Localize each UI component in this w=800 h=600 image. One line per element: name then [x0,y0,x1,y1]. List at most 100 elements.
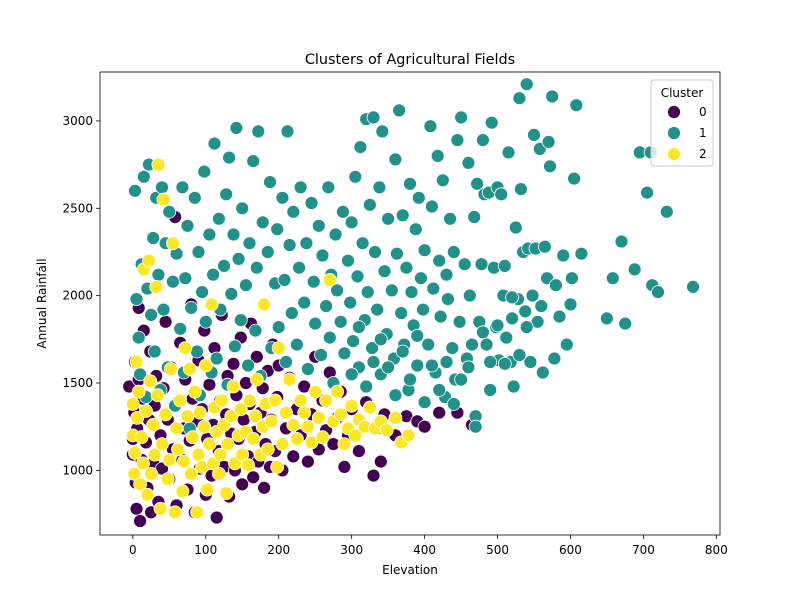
data-point-cluster-1 [271,320,286,335]
data-point-cluster-1 [519,320,534,335]
data-point-cluster-1 [499,330,514,345]
data-point-cluster-1 [518,304,533,319]
data-point-cluster-2 [211,466,226,481]
data-point-cluster-1 [202,227,217,242]
data-point-cluster-0 [158,314,173,329]
data-point-cluster-1 [282,238,297,252]
data-point-cluster-1 [416,302,431,317]
data-point-cluster-1 [233,313,248,328]
data-point-cluster-2 [362,400,377,415]
data-point-cluster-1 [618,316,633,331]
data-point-cluster-1 [484,115,499,130]
data-point-cluster-1 [360,285,375,300]
data-point-cluster-1 [289,337,304,352]
data-point-cluster-2 [192,405,207,420]
data-point-cluster-1 [483,355,498,369]
y-axis: 1000 1500 2000 2500 3000 [62,114,100,477]
data-point-cluster-2 [270,459,285,474]
data-point-cluster-1 [614,234,629,249]
data-point-cluster-2 [176,454,191,469]
data-point-cluster-2 [333,407,348,422]
data-point-cluster-1 [640,185,654,200]
data-point-cluster-2 [235,447,250,462]
data-point-cluster-1 [523,355,538,369]
data-point-cluster-2 [143,374,158,389]
data-point-cluster-0 [246,470,261,485]
data-point-cluster-1 [497,356,512,371]
data-point-cluster-1 [321,180,336,195]
data-point-cluster-1 [545,89,560,104]
data-point-cluster-1 [467,210,482,224]
data-point-cluster-2 [249,372,264,387]
data-point-cluster-1 [238,278,253,293]
data-point-cluster-1 [219,187,234,202]
data-point-cluster-2 [379,423,394,438]
data-point-cluster-2 [242,393,257,408]
data-point-cluster-1 [162,204,177,219]
data-point-cluster-1 [474,257,489,272]
data-point-cluster-0 [202,377,217,392]
data-point-cluster-2 [348,428,363,443]
data-point-cluster-1 [359,379,374,394]
data-point-cluster-2 [187,384,202,399]
data-point-cluster-2 [127,466,142,481]
data-point-cluster-2 [151,157,166,172]
data-point-cluster-1 [330,283,345,298]
data-point-cluster-2 [268,393,283,408]
data-point-cluster-1 [552,309,567,324]
data-point-cluster-1 [297,295,312,310]
data-point-cluster-1 [248,323,263,338]
data-point-cluster-1 [263,175,277,190]
data-point-cluster-1 [197,164,212,179]
data-point-cluster-1 [465,337,479,352]
data-point-cluster-2 [311,410,326,425]
data-point-cluster-1 [286,204,301,219]
data-point-cluster-2 [246,431,261,446]
data-point-cluster-2 [133,477,148,492]
data-point-cluster-1 [417,395,432,410]
data-point-cluster-1 [435,173,450,188]
data-point-cluster-2 [198,358,213,373]
data-point-cluster-1 [452,314,467,329]
data-point-cluster-2 [160,472,175,487]
data-point-cluster-1 [403,372,417,387]
data-point-cluster-1 [462,288,477,303]
data-point-cluster-2 [136,456,150,471]
x-tick-label: 700 [632,543,655,557]
data-point-cluster-1 [475,325,490,340]
data-point-cluster-1 [280,124,295,139]
data-point-cluster-2 [226,379,241,394]
data-point-cluster-1 [277,272,292,287]
data-point-cluster-2 [322,272,337,287]
data-point-cluster-1 [187,190,202,205]
data-point-cluster-1 [311,218,326,233]
data-point-cluster-1 [439,355,454,369]
data-point-cluster-1 [151,267,166,282]
data-point-cluster-1 [226,227,241,242]
data-point-cluster-1 [388,152,403,167]
data-point-cluster-1 [501,145,516,160]
data-point-cluster-1 [446,397,461,411]
points-layer [122,77,700,528]
legend-marker-cluster-0 [667,105,681,119]
data-point-cluster-1 [403,176,417,191]
data-point-cluster-2 [260,442,275,457]
data-point-cluster-1 [574,246,589,261]
data-point-cluster-2 [190,505,204,520]
data-point-cluster-1 [505,311,519,326]
data-point-cluster-1 [408,222,423,237]
data-point-cluster-1 [246,154,261,169]
data-point-cluster-1 [222,150,237,165]
data-point-cluster-1 [292,260,307,275]
data-point-cluster-2 [300,419,315,434]
data-point-cluster-1 [337,346,352,361]
y-tick-label: 2500 [62,201,93,215]
data-point-cluster-0 [286,449,301,464]
data-point-cluster-1 [242,236,257,251]
data-point-cluster-2 [279,405,293,420]
data-point-cluster-2 [319,393,334,408]
data-point-cluster-1 [129,292,144,307]
data-point-cluster-1 [519,77,534,92]
x-tick-label: 0 [129,543,137,557]
data-point-cluster-1 [424,358,439,373]
